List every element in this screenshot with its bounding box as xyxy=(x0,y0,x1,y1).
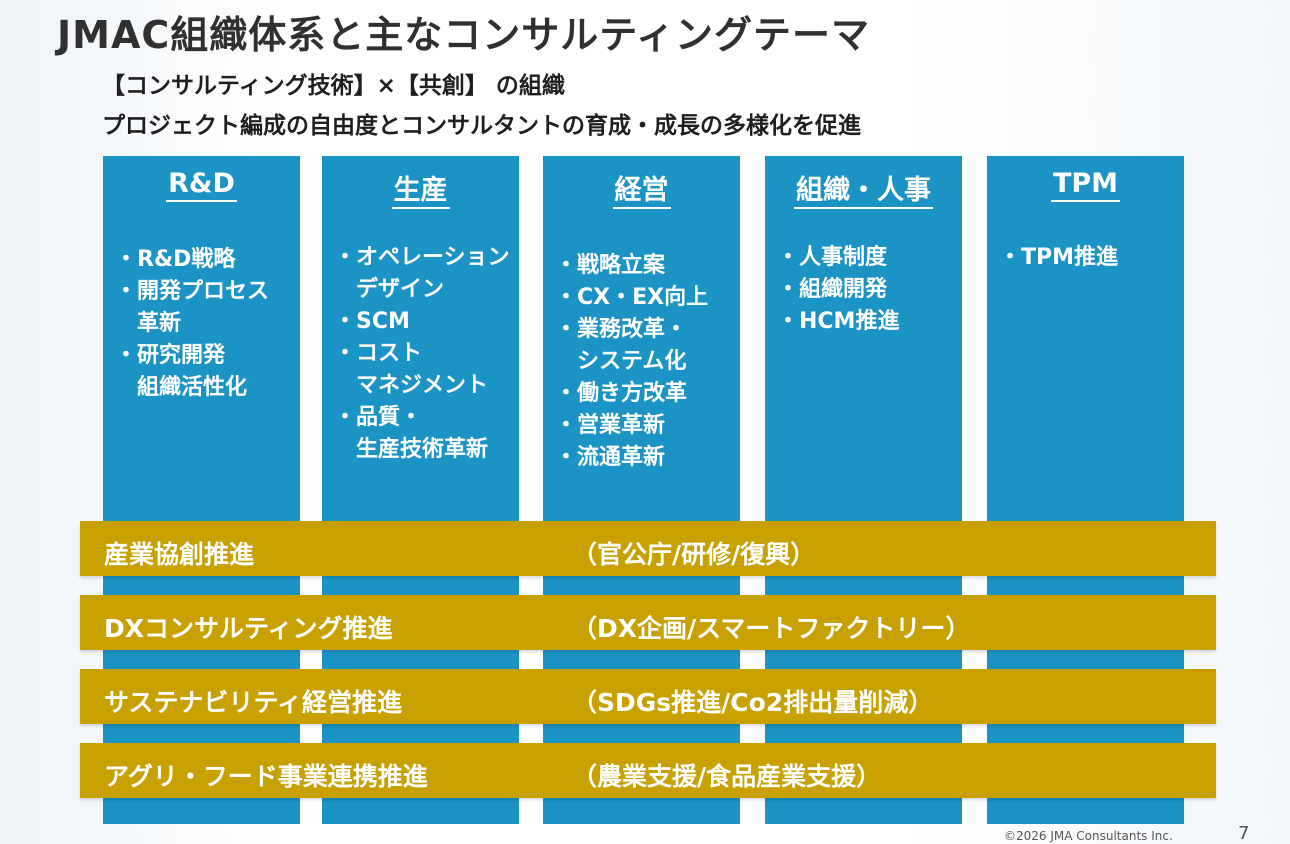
page-title: JMAC組織体系と主なコンサルティングテーマ xyxy=(57,13,870,57)
band-note: （官公庁/研修/復興） xyxy=(572,540,816,569)
column-items: ・戦略立案 ・CX・EX向上 ・業務改革・ システム化 ・働き方改革 ・営業革新… xyxy=(555,253,709,470)
column-items: ・R&D戦略 ・開発プロセス 革新 ・研究開発 組織活性化 xyxy=(115,247,270,400)
band-label: DXコンサルティング推進 xyxy=(104,614,393,643)
column-items: ・人事制度 ・組織開発 ・HCM推進 xyxy=(777,245,900,334)
column-title: 組織・人事 xyxy=(765,168,962,209)
column-title: TPM xyxy=(987,168,1184,202)
column-title: 経営 xyxy=(543,168,740,209)
column-items: ・TPM推進 xyxy=(999,245,1119,270)
band-label: 産業協創推進 xyxy=(104,540,255,569)
band-sustainability: サステナビリティ経営推進 （SDGs推進/Co2排出量削減） xyxy=(80,669,1216,724)
band-label: アグリ・フード事業連携推進 xyxy=(104,762,428,791)
copyright-text: ©2026 JMA Consultants Inc. xyxy=(1004,829,1173,843)
column-title: 生産 xyxy=(322,168,519,209)
band-label: サステナビリティ経営推進 xyxy=(104,688,403,717)
column-items: ・オペレーション デザイン ・SCM ・コスト マネジメント ・品質・ 生産技術… xyxy=(334,245,510,462)
band-note: （農業支援/食品産業支援） xyxy=(572,762,882,791)
band-note: （DX企画/スマートファクトリー） xyxy=(572,614,971,643)
band-dx-consulting: DXコンサルティング推進 （DX企画/スマートファクトリー） xyxy=(80,595,1216,650)
subtitle-line-1: 【コンサルティング技術】×【共創】 の組織 xyxy=(102,73,565,99)
band-note: （SDGs推進/Co2排出量削減） xyxy=(572,688,934,717)
band-industry-co-creation: 産業協創推進 （官公庁/研修/復興） xyxy=(80,521,1216,576)
subtitle-line-2: プロジェクト編成の自由度とコンサルタントの育成・成長の多様化を促進 xyxy=(102,113,861,139)
column-title: R&D xyxy=(103,168,300,202)
page-number: 7 xyxy=(1238,823,1250,844)
band-agri-food: アグリ・フード事業連携推進 （農業支援/食品産業支援） xyxy=(80,743,1216,798)
